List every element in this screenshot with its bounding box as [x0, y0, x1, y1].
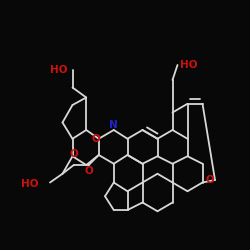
Text: O: O: [92, 134, 100, 144]
Text: HO: HO: [50, 65, 68, 75]
Text: HO: HO: [21, 179, 39, 189]
Text: O: O: [84, 166, 93, 176]
Text: O: O: [70, 149, 78, 159]
Text: N: N: [110, 120, 118, 130]
Text: HO: HO: [180, 60, 198, 70]
Text: O: O: [206, 175, 214, 185]
